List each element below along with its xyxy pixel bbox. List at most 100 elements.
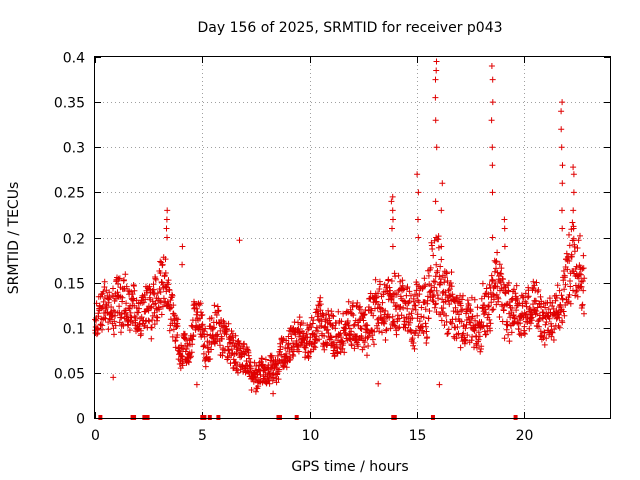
data-point — [100, 288, 107, 295]
data-point — [446, 293, 453, 300]
x-tick-label: 15 — [409, 428, 427, 444]
data-point — [488, 63, 495, 69]
data-point — [376, 286, 383, 292]
data-point — [430, 252, 437, 259]
data-point — [185, 359, 192, 366]
data-point — [540, 309, 547, 316]
data-point — [464, 332, 471, 339]
data-point — [409, 335, 416, 342]
data-point — [535, 323, 542, 330]
data-point — [312, 344, 319, 351]
data-point — [431, 284, 438, 291]
data-point — [116, 275, 123, 282]
data-point — [503, 326, 510, 333]
data-point — [561, 274, 568, 281]
zero-value-marker — [513, 415, 518, 420]
data-point — [553, 294, 560, 301]
data-point — [149, 317, 156, 323]
data-point — [414, 171, 421, 178]
data-point — [374, 325, 381, 332]
data-point — [376, 304, 383, 311]
data-point — [99, 322, 106, 329]
data-point — [514, 295, 521, 302]
data-point — [403, 318, 410, 325]
data-point — [316, 336, 322, 343]
data-point — [515, 326, 522, 332]
data-point — [564, 266, 571, 273]
data-point — [444, 278, 451, 284]
data-point — [561, 286, 568, 293]
data-point — [494, 283, 501, 290]
data-point — [489, 189, 496, 196]
data-point — [322, 323, 329, 330]
data-point — [432, 198, 439, 205]
data-point — [519, 302, 526, 309]
data-point — [446, 301, 453, 308]
data-point — [317, 307, 324, 314]
data-point — [460, 292, 466, 299]
data-point — [390, 216, 396, 223]
data-point — [217, 327, 224, 334]
data-point — [204, 345, 211, 352]
data-point — [365, 333, 372, 340]
data-point — [119, 294, 126, 301]
data-point — [130, 295, 137, 302]
data-point — [386, 284, 393, 291]
chart-title: Day 156 of 2025, SRMTID for receiver p04… — [197, 20, 502, 36]
data-point — [577, 232, 583, 239]
data-point — [434, 267, 441, 274]
data-point — [420, 314, 427, 321]
data-point — [351, 321, 358, 328]
data-point — [491, 268, 498, 275]
zero-value-marker — [98, 415, 103, 420]
data-point — [182, 336, 189, 343]
data-point — [530, 278, 537, 285]
data-point — [283, 364, 290, 371]
data-point — [314, 328, 321, 335]
data-point — [210, 325, 216, 332]
data-point — [488, 299, 495, 306]
data-point — [498, 271, 505, 277]
data-point — [229, 334, 236, 341]
data-point — [474, 312, 481, 319]
y-axis-ticks: 0 0.05 0.1 0.15 0.2 0.25 0.3 0.35 0.4 — [54, 51, 610, 428]
data-point — [278, 351, 285, 358]
data-point — [579, 278, 586, 284]
data-point — [112, 322, 119, 329]
data-point — [410, 298, 417, 305]
data-point — [188, 349, 195, 356]
data-point — [157, 258, 164, 265]
data-point — [402, 324, 409, 331]
zero-value-marker — [216, 415, 221, 420]
data-point — [101, 278, 108, 285]
data-point — [270, 390, 277, 397]
data-point — [427, 264, 434, 271]
data-point — [433, 67, 440, 74]
data-point — [150, 286, 157, 293]
data-point — [500, 276, 506, 283]
data-point — [295, 325, 302, 332]
data-point — [157, 289, 164, 295]
data-point — [408, 329, 415, 335]
data-point — [458, 318, 465, 325]
data-point — [574, 245, 581, 251]
data-point — [431, 304, 438, 311]
data-point — [559, 207, 565, 214]
data-point — [570, 164, 577, 171]
data-point — [457, 302, 464, 309]
data-point — [491, 292, 498, 299]
data-point — [101, 284, 108, 290]
data-point — [246, 355, 253, 362]
data-point — [485, 311, 492, 318]
data-point — [116, 303, 123, 310]
data-point — [290, 348, 297, 355]
data-point — [386, 314, 393, 321]
data-point — [448, 269, 455, 276]
data-point — [193, 311, 200, 318]
data-point — [196, 315, 203, 322]
data-point — [524, 294, 531, 301]
data-point — [122, 271, 129, 278]
data-point — [296, 314, 303, 321]
data-point — [471, 327, 478, 334]
data-point — [477, 348, 484, 355]
